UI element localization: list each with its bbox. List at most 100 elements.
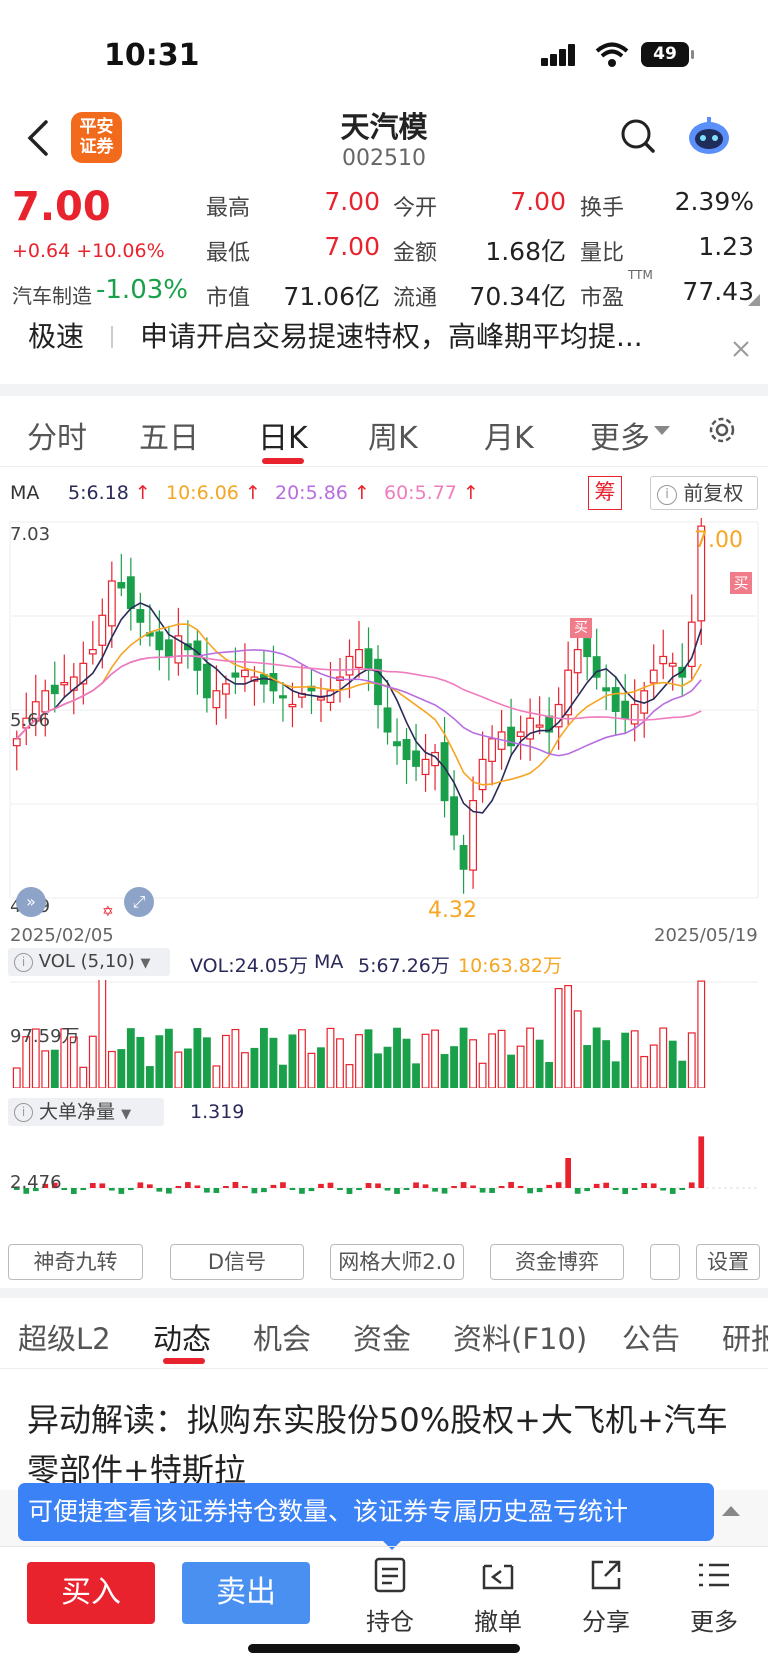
vol-value: VOL:24.05万 [190, 955, 308, 977]
big-order-bar [517, 1186, 524, 1188]
volume-bar [260, 1027, 268, 1088]
big-order-bar [612, 1188, 619, 1190]
big-order-bar [242, 1186, 248, 1188]
candle-body [564, 669, 573, 716]
tab-f10[interactable]: 资料(F10) [453, 1322, 588, 1356]
sector-name[interactable]: 汽车制造 [12, 284, 92, 308]
volume-bar [393, 1027, 401, 1088]
vol-ma5: 5:67.26万 [358, 955, 450, 977]
news-headline[interactable]: 异动解读：拟购东实股份50%股权+大飞机+汽车零部件+特斯拉 [27, 1401, 728, 1489]
volume-bar [88, 1035, 97, 1088]
market-cap-value: 71.06亿 [283, 282, 380, 311]
big-order-bar [451, 1186, 457, 1188]
status-time: 10:31 [104, 38, 200, 73]
min-price-label: 4.32 [428, 898, 477, 923]
expand-corner-icon[interactable] [748, 294, 760, 306]
scroll-left-button[interactable]: » [16, 887, 46, 917]
tab-announcement[interactable]: 公告 [622, 1322, 681, 1356]
volume-bar [649, 1044, 658, 1088]
volume-bar [183, 1048, 192, 1088]
tab-five-day[interactable]: 五日 [139, 421, 199, 456]
candle-body [459, 845, 468, 870]
notice-tag: 极速 [28, 320, 85, 353]
nav-more[interactable]: 更多 [674, 1556, 754, 1637]
volume-bar [164, 1028, 173, 1088]
nav-share[interactable]: 分享 [566, 1556, 646, 1637]
big-order-bar [650, 1183, 657, 1188]
kline-chart[interactable] [0, 518, 768, 920]
price-change: +0.64 +10.06% [12, 240, 165, 262]
adjust-mode-button[interactable]: i 前复权 [650, 476, 758, 510]
big-order-bar [80, 1188, 87, 1190]
tool-magic-nine[interactable]: 神奇九转 [8, 1244, 143, 1280]
ma60-line [16, 654, 702, 740]
fullscreen-button[interactable]: ⤢ [124, 887, 154, 917]
sell-button[interactable]: 卖出 [182, 1562, 310, 1624]
tool-grid-master[interactable]: 网格大师2.0 [330, 1244, 464, 1280]
tab-monthly-k[interactable]: 月K [484, 421, 534, 456]
open-value: 7.00 [510, 187, 566, 216]
volume-bar [202, 1037, 211, 1088]
volume-bar [526, 1027, 535, 1088]
tab-opportunity[interactable]: 机会 [253, 1322, 312, 1356]
ma20-value: 20:5.86 ↑ [275, 482, 370, 504]
candle-body [69, 676, 78, 691]
turnover-value: 2.39% [674, 187, 754, 216]
event-marker-icon[interactable]: ✡ [102, 904, 114, 920]
big-order-bar [89, 1183, 96, 1188]
big-order-bar [698, 1136, 705, 1188]
big-order-bar [660, 1188, 667, 1191]
candle-body [573, 649, 582, 674]
tool-partial[interactable] [650, 1244, 680, 1280]
open-label: 今开 [393, 196, 438, 221]
volume-bar [564, 985, 573, 1088]
big-order-bar [631, 1188, 638, 1190]
volume-bar [231, 1028, 240, 1088]
candle-body [526, 717, 535, 740]
candle-body [31, 701, 40, 722]
big-order-value: 1.319 [190, 1101, 245, 1123]
tool-fund-game[interactable]: 资金博弈 [490, 1244, 624, 1280]
big-order-bar [574, 1188, 581, 1194]
nav-holdings[interactable]: 持仓 [350, 1556, 430, 1637]
robot-assistant-icon[interactable] [686, 116, 732, 156]
speed-notice-bar[interactable]: 极速 申请开启交易提速特权，高峰期平均提... [0, 310, 768, 382]
nav-cancel-order[interactable]: 撤单 [458, 1556, 538, 1637]
big-order-bar [546, 1184, 552, 1188]
tab-research[interactable]: 研报 [722, 1322, 768, 1356]
buy-button[interactable]: 买入 [27, 1562, 155, 1624]
y-axis-high: 7.03 [10, 524, 51, 545]
tab-more[interactable]: 更多 [590, 421, 650, 456]
tab-intraday[interactable]: 分时 [27, 421, 87, 456]
candle-body [88, 649, 97, 655]
big-order-bar [479, 1188, 486, 1193]
close-icon[interactable] [732, 340, 750, 358]
tool-settings[interactable]: 设置 [696, 1244, 760, 1280]
big-order-bar [289, 1188, 296, 1190]
big-order-bar [337, 1188, 343, 1190]
tab-weekly-k[interactable]: 周K [368, 421, 418, 456]
candle-body [450, 796, 458, 836]
notice-divider [111, 326, 113, 348]
big-order-bar [432, 1188, 438, 1192]
dropdown-caret-icon: ▼ [140, 956, 151, 971]
tab-super-l2[interactable]: 超级L2 [18, 1322, 111, 1356]
big-order-bar [622, 1188, 629, 1194]
tool-d-signal[interactable]: D信号 [170, 1244, 304, 1280]
big-order-bar [156, 1188, 163, 1192]
volume-bar [478, 1062, 487, 1088]
tab-capital[interactable]: 资金 [353, 1322, 412, 1356]
vol-axis-label: 97.59万 [10, 1026, 80, 1047]
volume-bar [659, 1027, 668, 1088]
search-icon[interactable] [620, 118, 656, 156]
date-end: 2025/05/19 [654, 925, 758, 946]
collapse-up-icon[interactable] [722, 1506, 740, 1516]
settings-gear-icon[interactable] [706, 414, 738, 446]
volume-bar [497, 1029, 506, 1088]
back-icon[interactable] [24, 118, 50, 158]
tab-daily-k[interactable]: 日K [258, 421, 308, 456]
chip-distribution-button[interactable]: 筹 [588, 476, 622, 510]
tab-news[interactable]: 动态 [153, 1322, 212, 1356]
big-order-select[interactable]: i 大单净量 ▼ [8, 1098, 164, 1126]
vol-indicator-select[interactable]: i VOL (5,10) ▼ [8, 948, 170, 976]
